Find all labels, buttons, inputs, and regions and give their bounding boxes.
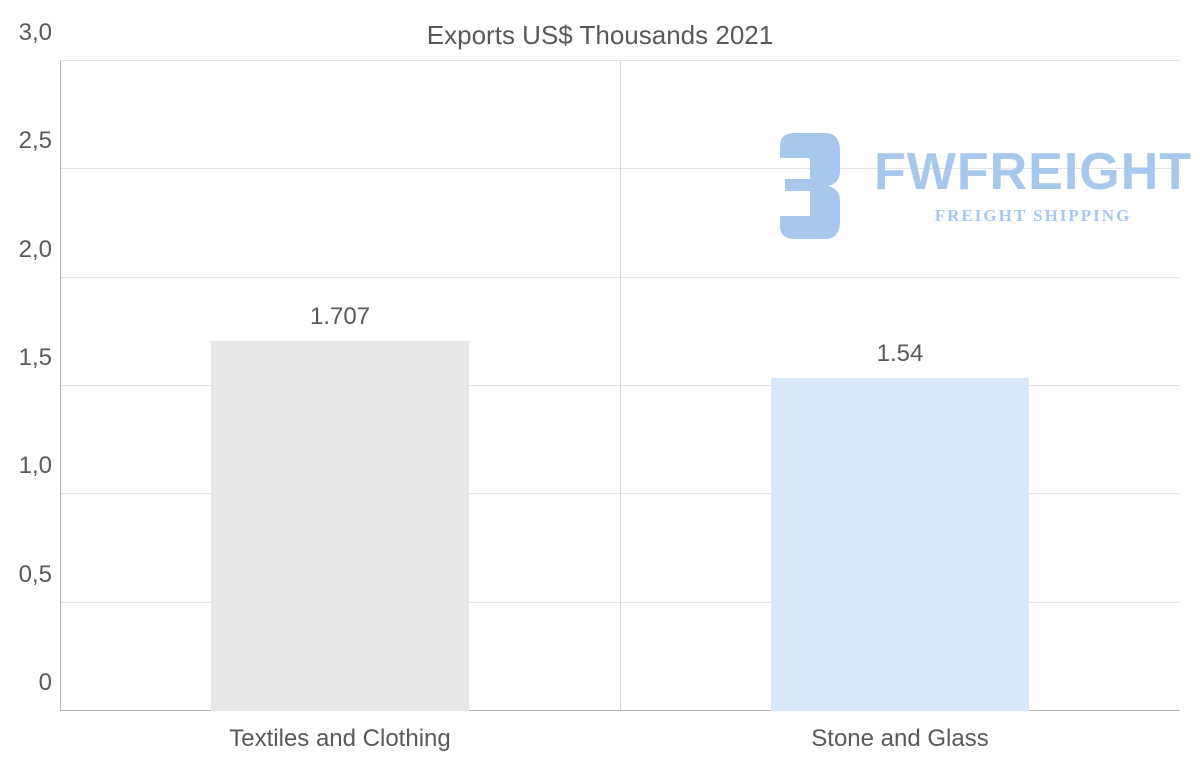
y-tick-3-0: 3,0	[2, 19, 52, 47]
bar-value-label-1: 1.54	[877, 340, 924, 368]
chart-title: Exports US$ Thousands 2021	[0, 20, 1200, 51]
y-tick-1-0: 1,0	[2, 452, 52, 480]
y-tick-0-5: 0,5	[2, 561, 52, 589]
bar-value-label-0: 1.707	[310, 303, 370, 331]
bars-row: 1.707 1.54	[60, 61, 1180, 711]
x-axis-labels-group: Textiles and Clothing Stone and Glass	[60, 725, 1180, 753]
y-tick-2-0: 2,0	[2, 236, 52, 264]
bar-slot-1: 1.54	[620, 61, 1180, 711]
y-tick-1-5: 1,5	[2, 344, 52, 372]
bar-textiles-clothing[interactable]: 1.707	[211, 341, 469, 711]
bar-stone-glass[interactable]: 1.54	[771, 378, 1029, 711]
y-tick-2-5: 2,5	[2, 127, 52, 155]
x-axis-label-0: Textiles and Clothing	[60, 725, 620, 753]
x-axis-label-1: Stone and Glass	[620, 725, 1180, 753]
chart-container: Exports US$ Thousands 2021 0 0,5 1,0 1,5…	[0, 0, 1200, 763]
bar-slot-0: 1.707	[60, 61, 620, 711]
y-tick-0: 0	[2, 669, 52, 697]
plot-area: 0 0,5 1,0 1,5 2,0 2,5 3,0 FWFREIGHT FREI…	[60, 61, 1180, 711]
